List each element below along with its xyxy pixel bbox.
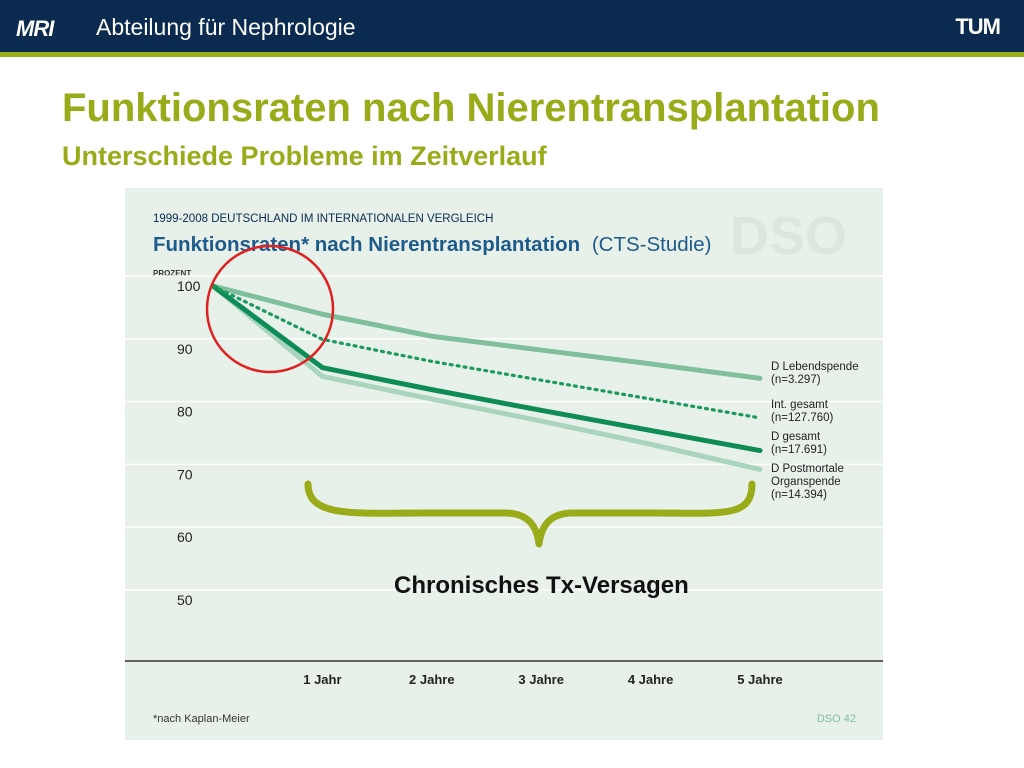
legend-label: Int. gesamt — [771, 399, 829, 411]
chart-supertitle: 1999-2008 DEUTSCHLAND IM INTERNATIONALEN… — [153, 213, 493, 225]
legend-label: D Postmortale — [771, 463, 844, 475]
header-accent-stripe — [0, 52, 1024, 57]
chart-source: DSO 42 — [817, 713, 856, 725]
legend-count: (n=127.760) — [771, 412, 834, 424]
y-tick-label: 60 — [177, 529, 193, 545]
series-line — [210, 283, 763, 454]
legend-label: D gesamt — [771, 431, 821, 443]
series-line — [211, 284, 762, 420]
legend-label: Organspende — [771, 476, 841, 488]
chart-watermark: DSO — [730, 206, 847, 266]
slide-title: Funktionsraten nach Nierentransplantatio… — [62, 86, 880, 130]
legend-label: D Lebendspende — [771, 361, 859, 373]
y-axis-label: PROZENT — [153, 269, 191, 278]
legend-count: (n=3.297) — [771, 374, 821, 386]
y-tick-label: 80 — [177, 404, 193, 420]
chronic-failure-label: Chronisches Tx-Versagen — [394, 572, 689, 599]
legend-count: (n=14.394) — [771, 489, 827, 501]
x-tick-label: 3 Jahre — [518, 672, 564, 687]
chart-title-main: Funktionsraten* nach Nierentransplantati… — [153, 233, 580, 256]
header-bar: MRI Abteilung für Nephrologie TUM — [0, 0, 1024, 52]
mri-logo: MRI — [16, 16, 54, 41]
y-tick-label: 100 — [177, 278, 201, 294]
x-tick-label: 1 Jahr — [303, 672, 341, 687]
chart-title: Funktionsraten* nach Nierentransplantati… — [153, 233, 711, 256]
chart-footnote: *nach Kaplan-Meier — [153, 713, 250, 725]
chart-title-suffix: (CTS-Studie) — [592, 233, 712, 256]
x-tick-label: 2 Jahre — [409, 672, 455, 687]
series-line — [210, 283, 763, 381]
tum-logo: TUM — [955, 14, 1001, 39]
x-tick-label: 4 Jahre — [628, 672, 674, 687]
y-tick-label: 90 — [177, 341, 193, 357]
legend-count: (n=17.691) — [771, 444, 827, 456]
y-tick-label: 70 — [177, 466, 193, 482]
x-tick-label: 5 Jahre — [737, 672, 783, 687]
survival-chart: DSO 1999-2008 DEUTSCHLAND IM INTERNATION… — [125, 188, 883, 740]
curly-brace — [304, 480, 756, 548]
highlight-circle — [205, 244, 335, 374]
y-tick-label: 50 — [177, 592, 193, 608]
slide-subtitle: Unterschiede Probleme im Zeitverlauf — [62, 141, 547, 171]
department-title: Abteilung für Nephrologie — [96, 14, 356, 40]
